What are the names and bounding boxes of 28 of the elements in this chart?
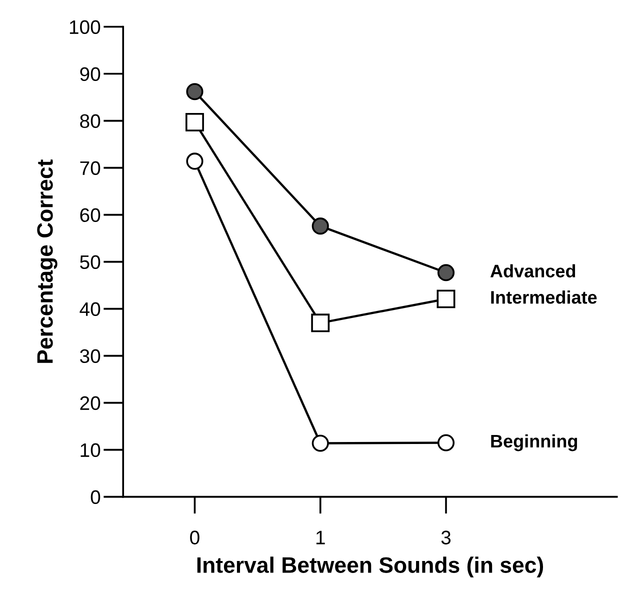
- y-tick-label: 60: [80, 208, 100, 222]
- y-tick-label: 50: [80, 255, 100, 270]
- y-tick-label: 80: [80, 114, 100, 128]
- point: [186, 152, 204, 170]
- point: [312, 434, 329, 452]
- text: Advanced: [490, 264, 576, 278]
- point: [436, 290, 456, 308]
- x-axis-title: Interval Between Sounds (in sec): [197, 556, 544, 578]
- y-axis-title: Percentage Correct: [37, 160, 58, 363]
- y-tick-label: 20: [80, 396, 100, 410]
- y-tick-label: 100: [70, 20, 100, 34]
- x-tick-label: 0: [190, 530, 200, 544]
- y-tick-label: 0: [90, 490, 100, 504]
- text: Intermediate: [491, 290, 597, 304]
- x-tick-label: 3: [441, 530, 451, 544]
- y-tick-label: 30: [80, 349, 100, 364]
- y-tick-label: 10: [80, 443, 100, 458]
- point: [311, 314, 330, 332]
- point: [437, 434, 455, 452]
- text: Beginning: [491, 434, 578, 452]
- point: [186, 112, 204, 132]
- y-tick-label: 40: [80, 302, 100, 316]
- x-tick-label: 1: [316, 530, 325, 544]
- y-tick-label: 70: [80, 161, 100, 176]
- point: [312, 218, 329, 235]
- y-tick-label: 90: [80, 67, 100, 82]
- point: [437, 264, 455, 282]
- point: [186, 83, 204, 100]
